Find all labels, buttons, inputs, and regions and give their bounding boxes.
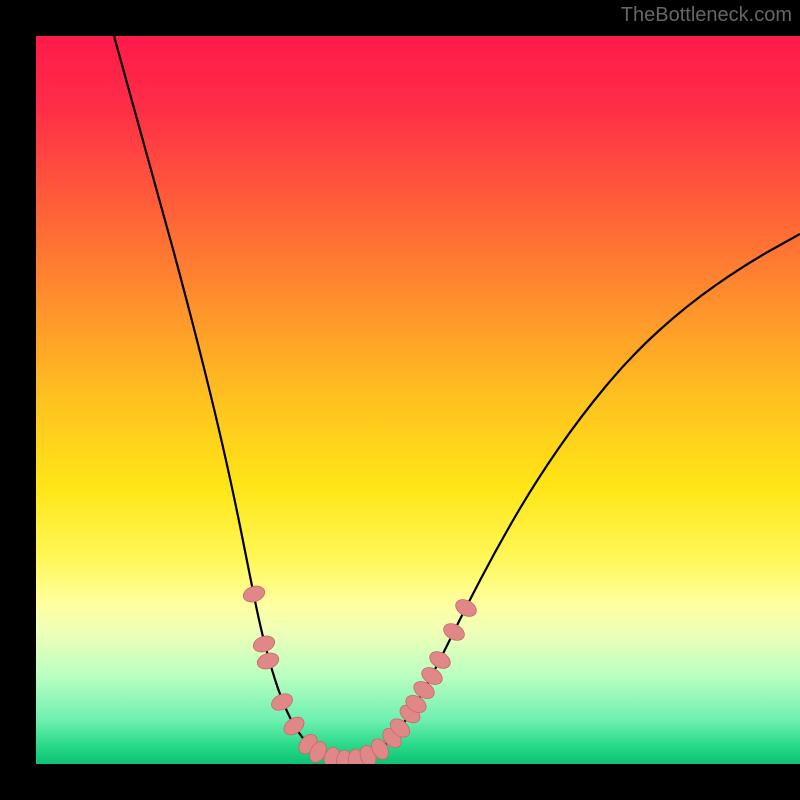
curve-marker: [255, 650, 281, 671]
curve-line: [114, 36, 800, 761]
curve-marker: [441, 620, 467, 643]
curve-markers: [241, 583, 479, 764]
watermark-text: TheBottleneck.com: [621, 4, 792, 27]
curve-marker: [453, 596, 479, 620]
curve-marker: [269, 691, 295, 714]
bottleneck-curve: [36, 36, 800, 764]
curve-marker: [251, 633, 277, 654]
curve-marker: [281, 714, 308, 739]
plot-area: [36, 36, 800, 764]
chart-frame: TheBottleneck.com: [0, 0, 800, 800]
curve-marker: [241, 583, 267, 604]
